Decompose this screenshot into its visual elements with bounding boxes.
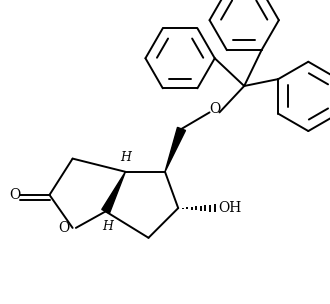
- Text: H: H: [120, 151, 131, 164]
- Text: OH: OH: [218, 201, 242, 215]
- Polygon shape: [165, 127, 185, 172]
- Polygon shape: [102, 172, 125, 213]
- Text: O: O: [9, 188, 20, 202]
- Text: O: O: [209, 102, 220, 116]
- Text: O: O: [59, 221, 70, 235]
- Text: H: H: [102, 220, 113, 233]
